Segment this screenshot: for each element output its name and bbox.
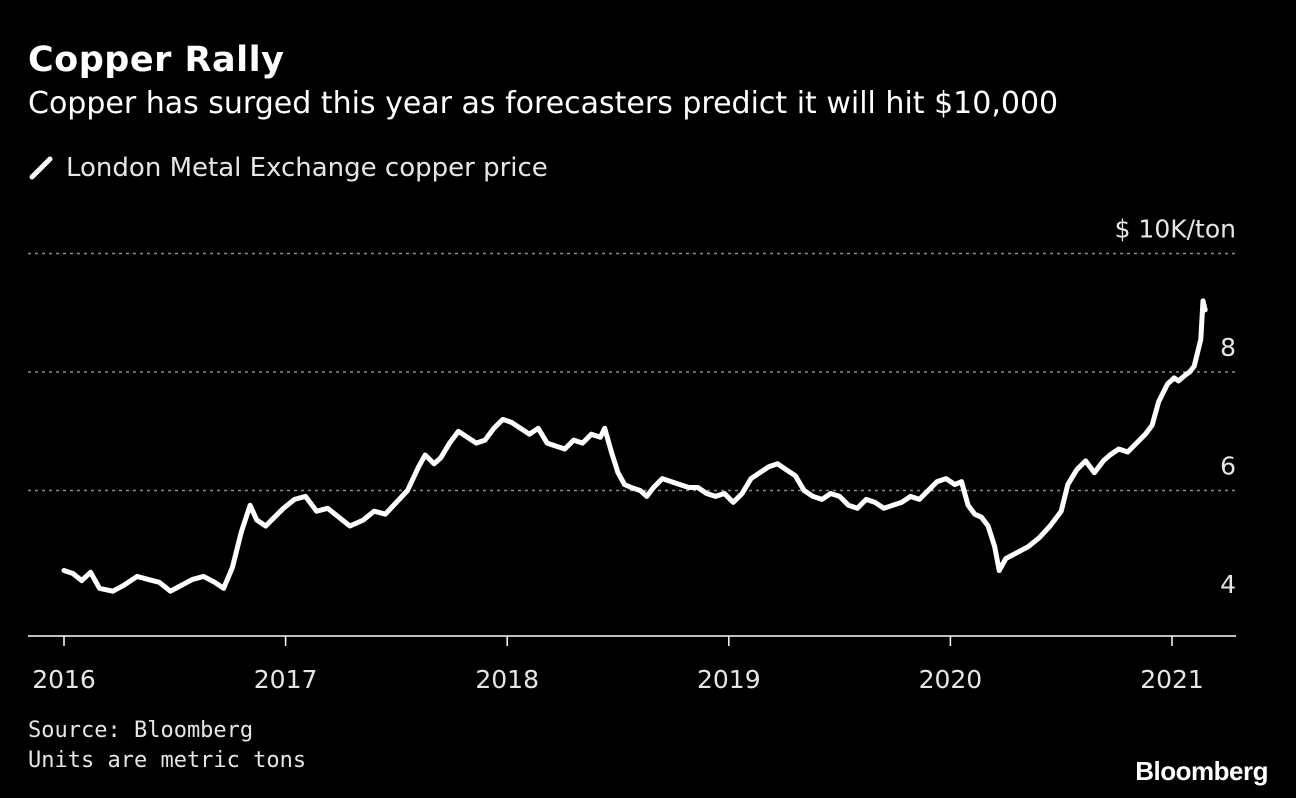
x-tick-label: 2019 [697,665,761,694]
y-tick-label: $ 10K/ton [1115,215,1236,244]
x-tick-label: 2018 [475,665,539,694]
x-tick-label: 2016 [32,665,96,694]
legend: London Metal Exchange copper price [28,150,548,186]
x-tick-label: 2020 [919,665,983,694]
source-note: Source: Bloomberg [28,718,254,743]
legend-label: London Metal Exchange copper price [66,153,548,183]
chart-subtitle: Copper has surged this year as forecaste… [28,86,1059,121]
line-swatch-icon [29,156,53,180]
series-line-0 [61,298,1208,594]
y-tick-label: 4 [1220,570,1236,599]
x-tick-label: 2021 [1140,665,1204,694]
bloomberg-logo: Bloomberg [1135,756,1268,786]
y-tick-label: 8 [1220,333,1236,362]
x-tick-label: 2017 [254,665,318,694]
footer: Source: Bloomberg Units are metric tons [28,716,306,776]
y-tick-label: 6 [1220,452,1236,481]
units-note: Units are metric tons [28,748,307,773]
chart-title: Copper Rally [28,40,285,80]
